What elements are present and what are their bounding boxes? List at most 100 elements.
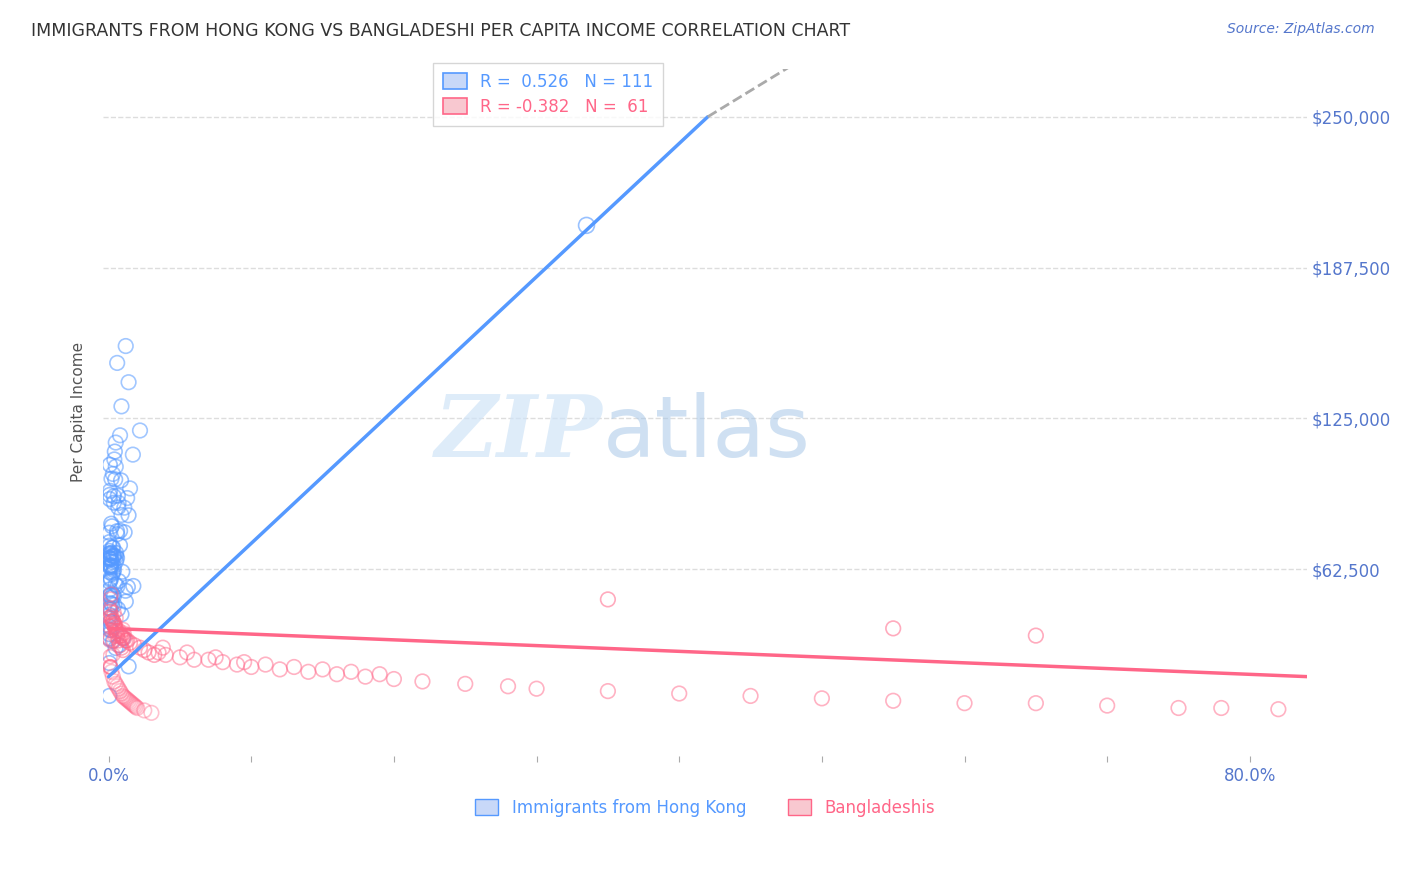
Point [283, 660, 305, 674]
Point [1025, 629, 1047, 643]
Point [117, 659, 139, 673]
Point [114, 339, 136, 353]
Point [111, 689, 134, 703]
Point [112, 626, 135, 640]
Point [100, 615, 122, 629]
Point [124, 638, 146, 652]
Point [101, 614, 124, 628]
Point [105, 524, 128, 539]
Point [575, 219, 598, 233]
Point [148, 645, 170, 659]
Point [104, 629, 127, 643]
Point [98, 574, 121, 589]
Point [100, 665, 122, 679]
Point [105, 546, 128, 560]
Point [100, 592, 122, 607]
Point [98, 483, 121, 498]
Point [107, 496, 129, 510]
Point [110, 629, 132, 643]
Point [118, 636, 141, 650]
Point [98, 611, 121, 625]
Point [100, 609, 122, 624]
Text: ZIP: ZIP [434, 392, 603, 475]
Point [98, 610, 121, 624]
Point [122, 579, 145, 593]
Text: atlas: atlas [603, 392, 811, 475]
Point [101, 648, 124, 662]
Point [668, 686, 690, 700]
Point [98, 488, 121, 502]
Point [233, 655, 256, 669]
Point [100, 602, 122, 616]
Point [100, 558, 122, 573]
Point [98, 458, 121, 472]
Point [98, 607, 121, 622]
Point [101, 519, 124, 533]
Point [134, 643, 156, 657]
Point [103, 674, 125, 689]
Point [101, 567, 124, 582]
Point [98, 649, 121, 664]
Point [98, 525, 121, 540]
Point [98, 544, 121, 558]
Point [155, 648, 177, 662]
Point [104, 624, 127, 638]
Point [811, 691, 834, 706]
Point [953, 696, 976, 710]
Point [111, 643, 134, 657]
Point [111, 631, 134, 645]
Point [1095, 698, 1118, 713]
Point [240, 660, 263, 674]
Point [1025, 696, 1047, 710]
Point [882, 694, 904, 708]
Point [98, 660, 121, 674]
Point [98, 582, 121, 597]
Point [107, 681, 129, 696]
Point [100, 551, 122, 566]
Point [121, 448, 143, 462]
Point [98, 551, 121, 566]
Point [326, 667, 349, 681]
Point [110, 474, 132, 488]
Point [104, 444, 127, 458]
Point [103, 452, 125, 467]
Point [101, 598, 124, 612]
Point [103, 489, 125, 503]
Point [117, 580, 139, 594]
Point [114, 594, 136, 608]
Point [104, 617, 127, 632]
Point [114, 583, 136, 598]
Point [100, 623, 122, 637]
Point [105, 611, 128, 625]
Point [100, 472, 122, 486]
Point [100, 558, 122, 573]
Point [101, 588, 124, 602]
Point [103, 598, 125, 612]
Point [104, 677, 127, 691]
Point [120, 696, 142, 710]
Point [368, 667, 391, 681]
Point [98, 535, 121, 549]
Point [115, 491, 138, 505]
Point [129, 640, 152, 655]
Point [105, 356, 128, 370]
Point [98, 601, 121, 615]
Point [112, 623, 135, 637]
Point [110, 686, 132, 700]
Point [107, 574, 129, 588]
Point [105, 624, 128, 638]
Point [112, 631, 135, 645]
Point [103, 549, 125, 563]
Point [152, 640, 174, 655]
Point [108, 638, 131, 652]
Point [526, 681, 548, 696]
Point [105, 555, 128, 569]
Point [101, 555, 124, 569]
Point [112, 500, 135, 515]
Point [104, 472, 127, 486]
Point [101, 549, 124, 563]
Point [107, 633, 129, 648]
Point [117, 376, 139, 390]
Point [105, 629, 128, 643]
Point [114, 691, 136, 706]
